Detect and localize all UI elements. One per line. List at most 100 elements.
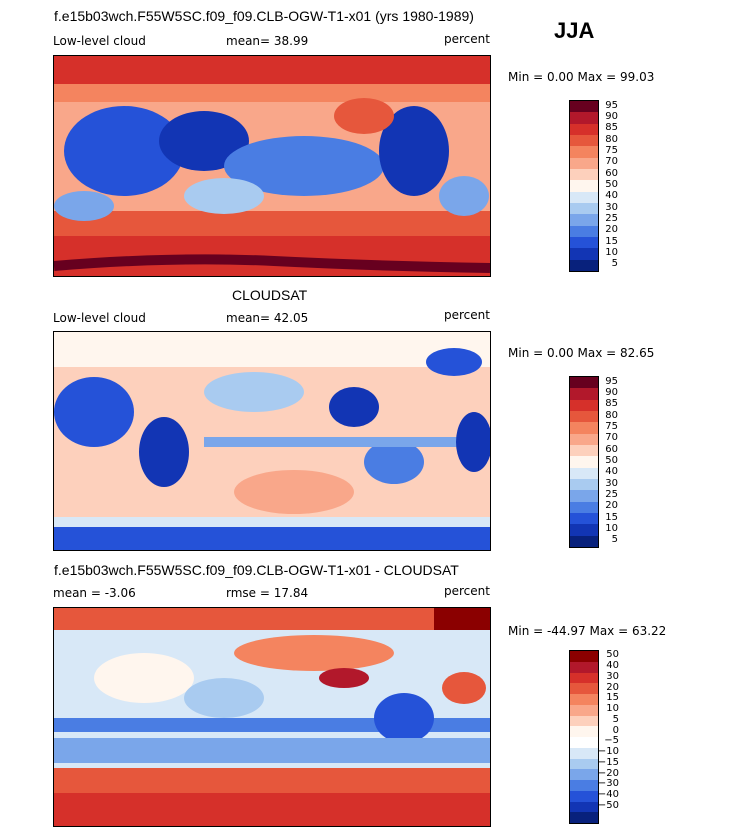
colorbar-swatch xyxy=(570,433,598,445)
colorbar-swatch xyxy=(570,512,598,525)
colorbar-swatch xyxy=(570,715,598,727)
colorbar-swatch xyxy=(570,410,598,423)
colorbar-swatch xyxy=(570,672,598,684)
colorbar-swatch xyxy=(570,134,598,147)
colorbar-tick-label: 0 xyxy=(612,724,619,736)
colorbar-swatch xyxy=(570,225,598,237)
colorbar-tick-label: 40 xyxy=(606,660,619,672)
colorbar-tick-label: 20 xyxy=(605,500,618,512)
colorbar-tick-label: −40 xyxy=(597,789,619,801)
colorbar-swatch xyxy=(570,726,598,737)
colorbar-tick-label: −15 xyxy=(597,756,619,768)
colorbar-tick-label: 60 xyxy=(605,167,618,179)
colorbar-swatch xyxy=(570,704,598,716)
colorbar-swatch xyxy=(570,377,598,389)
colorbar-tick-label: 70 xyxy=(605,432,618,444)
panel-1-colorbar xyxy=(569,100,599,272)
colorbar-tick-label: 5 xyxy=(611,534,618,546)
colorbar-tick-label: 5 xyxy=(612,713,619,725)
panel-3-minmax: Min = -44.97 Max = 63.22 xyxy=(508,624,667,638)
colorbar-tick-label: 50 xyxy=(605,455,618,466)
colorbar-tick-label: 50 xyxy=(606,649,619,661)
colorbar-tick-label: −5 xyxy=(604,735,619,747)
colorbar-tick-label: 90 xyxy=(605,111,618,122)
colorbar-tick-label: 50 xyxy=(605,179,618,190)
colorbar-tick-label: 80 xyxy=(605,133,618,145)
season-label: JJA xyxy=(554,18,595,43)
colorbar-tick-label: 40 xyxy=(605,466,618,478)
colorbar-tick-label: −50 xyxy=(597,799,619,811)
colorbar-tick-label: −20 xyxy=(597,767,619,779)
panel-3-title: f.e15b03wch.F55W5SC.f09_f09.CLB-OGW-T1-x… xyxy=(54,562,459,578)
colorbar-swatch xyxy=(570,812,598,823)
colorbar-tick-label: 20 xyxy=(605,224,618,236)
colorbar-swatch xyxy=(570,478,598,491)
colorbar-swatch xyxy=(570,737,598,748)
colorbar-tick-label: 30 xyxy=(605,201,618,213)
colorbar-tick-label: −30 xyxy=(597,778,619,790)
panel-2-minmax: Min = 0.00 Max = 82.65 xyxy=(508,346,655,360)
colorbar-swatch xyxy=(570,202,598,215)
panel-2-mean-label: mean= 42.05 xyxy=(226,311,309,325)
colorbar-swatch xyxy=(570,259,598,271)
colorbar-tick-label: 40 xyxy=(605,190,618,202)
panel-2-variable-label: Low-level cloud xyxy=(53,311,146,325)
panel-3-colorbar-labels: 50 40 30 20 15 10 5 0 −5 −10 −15 −20 −30 −40 −50 xyxy=(593,650,619,822)
colorbar-tick-label: 80 xyxy=(605,409,618,421)
colorbar-swatch xyxy=(570,524,598,536)
colorbar-swatch xyxy=(570,535,598,547)
panel-3-map xyxy=(53,607,491,827)
colorbar-tick-label: −10 xyxy=(597,746,619,758)
colorbar-swatch xyxy=(570,683,598,694)
colorbar-swatch xyxy=(570,112,598,124)
colorbar-tick-label: 85 xyxy=(605,122,618,134)
colorbar-tick-label: 95 xyxy=(605,99,618,111)
colorbar-tick-label: 95 xyxy=(605,375,618,387)
panel-1-mean-label: mean= 38.99 xyxy=(226,34,309,48)
colorbar-swatch xyxy=(570,388,598,400)
colorbar-swatch xyxy=(570,399,598,411)
colorbar-swatch xyxy=(570,661,598,673)
panel-1-variable-label: Low-level cloud xyxy=(53,34,146,48)
colorbar-tick-label: 15 xyxy=(605,511,618,523)
colorbar-swatch xyxy=(570,444,598,457)
panel-1-minmax: Min = 0.00 Max = 99.03 xyxy=(508,70,655,84)
colorbar-swatch xyxy=(570,214,598,226)
colorbar-swatch xyxy=(570,694,598,705)
panel-3-rmse-label: rmse = 17.84 xyxy=(226,586,309,600)
panel-3-mean-label: mean = -3.06 xyxy=(53,586,136,600)
colorbar-tick-label: 20 xyxy=(606,681,619,693)
colorbar-swatch xyxy=(570,467,598,479)
colorbar-swatch xyxy=(570,801,598,813)
colorbar-tick-label: 60 xyxy=(605,443,618,455)
colorbar-swatch xyxy=(570,456,598,468)
colorbar-swatch xyxy=(570,758,598,770)
colorbar-swatch xyxy=(570,236,598,249)
colorbar-swatch xyxy=(570,769,598,780)
colorbar-tick-label: 85 xyxy=(605,398,618,410)
colorbar-tick-label: 15 xyxy=(605,235,618,247)
colorbar-swatch xyxy=(570,157,598,169)
colorbar-tick-label: 25 xyxy=(605,489,618,500)
colorbar-swatch xyxy=(570,248,598,260)
colorbar-tick-label: 70 xyxy=(605,156,618,168)
colorbar-swatch xyxy=(570,422,598,434)
colorbar-swatch xyxy=(570,146,598,158)
panel-3-units-label: percent xyxy=(444,584,490,598)
panel-1-map xyxy=(53,55,491,277)
panel-2-title: CLOUDSAT xyxy=(232,287,308,303)
panel-3-colorbar xyxy=(569,650,599,824)
colorbar-tick-label: 90 xyxy=(605,387,618,398)
panel-2-colorbar xyxy=(569,376,599,548)
colorbar-swatch xyxy=(570,123,598,135)
colorbar-tick-label: 30 xyxy=(605,477,618,489)
colorbar-swatch xyxy=(570,168,598,181)
panel-1-units-label: percent xyxy=(444,32,490,46)
colorbar-tick-label: 75 xyxy=(605,145,618,156)
colorbar-tick-label: 5 xyxy=(611,258,618,270)
panel-2-colorbar-labels: 95 90 85 80 75 70 60 50 40 30 25 20 15 10 5 xyxy=(596,376,618,546)
panel-2-units-label: percent xyxy=(444,308,490,322)
panel-2-map xyxy=(53,331,491,551)
colorbar-swatch xyxy=(570,780,598,791)
colorbar-swatch xyxy=(570,651,598,662)
